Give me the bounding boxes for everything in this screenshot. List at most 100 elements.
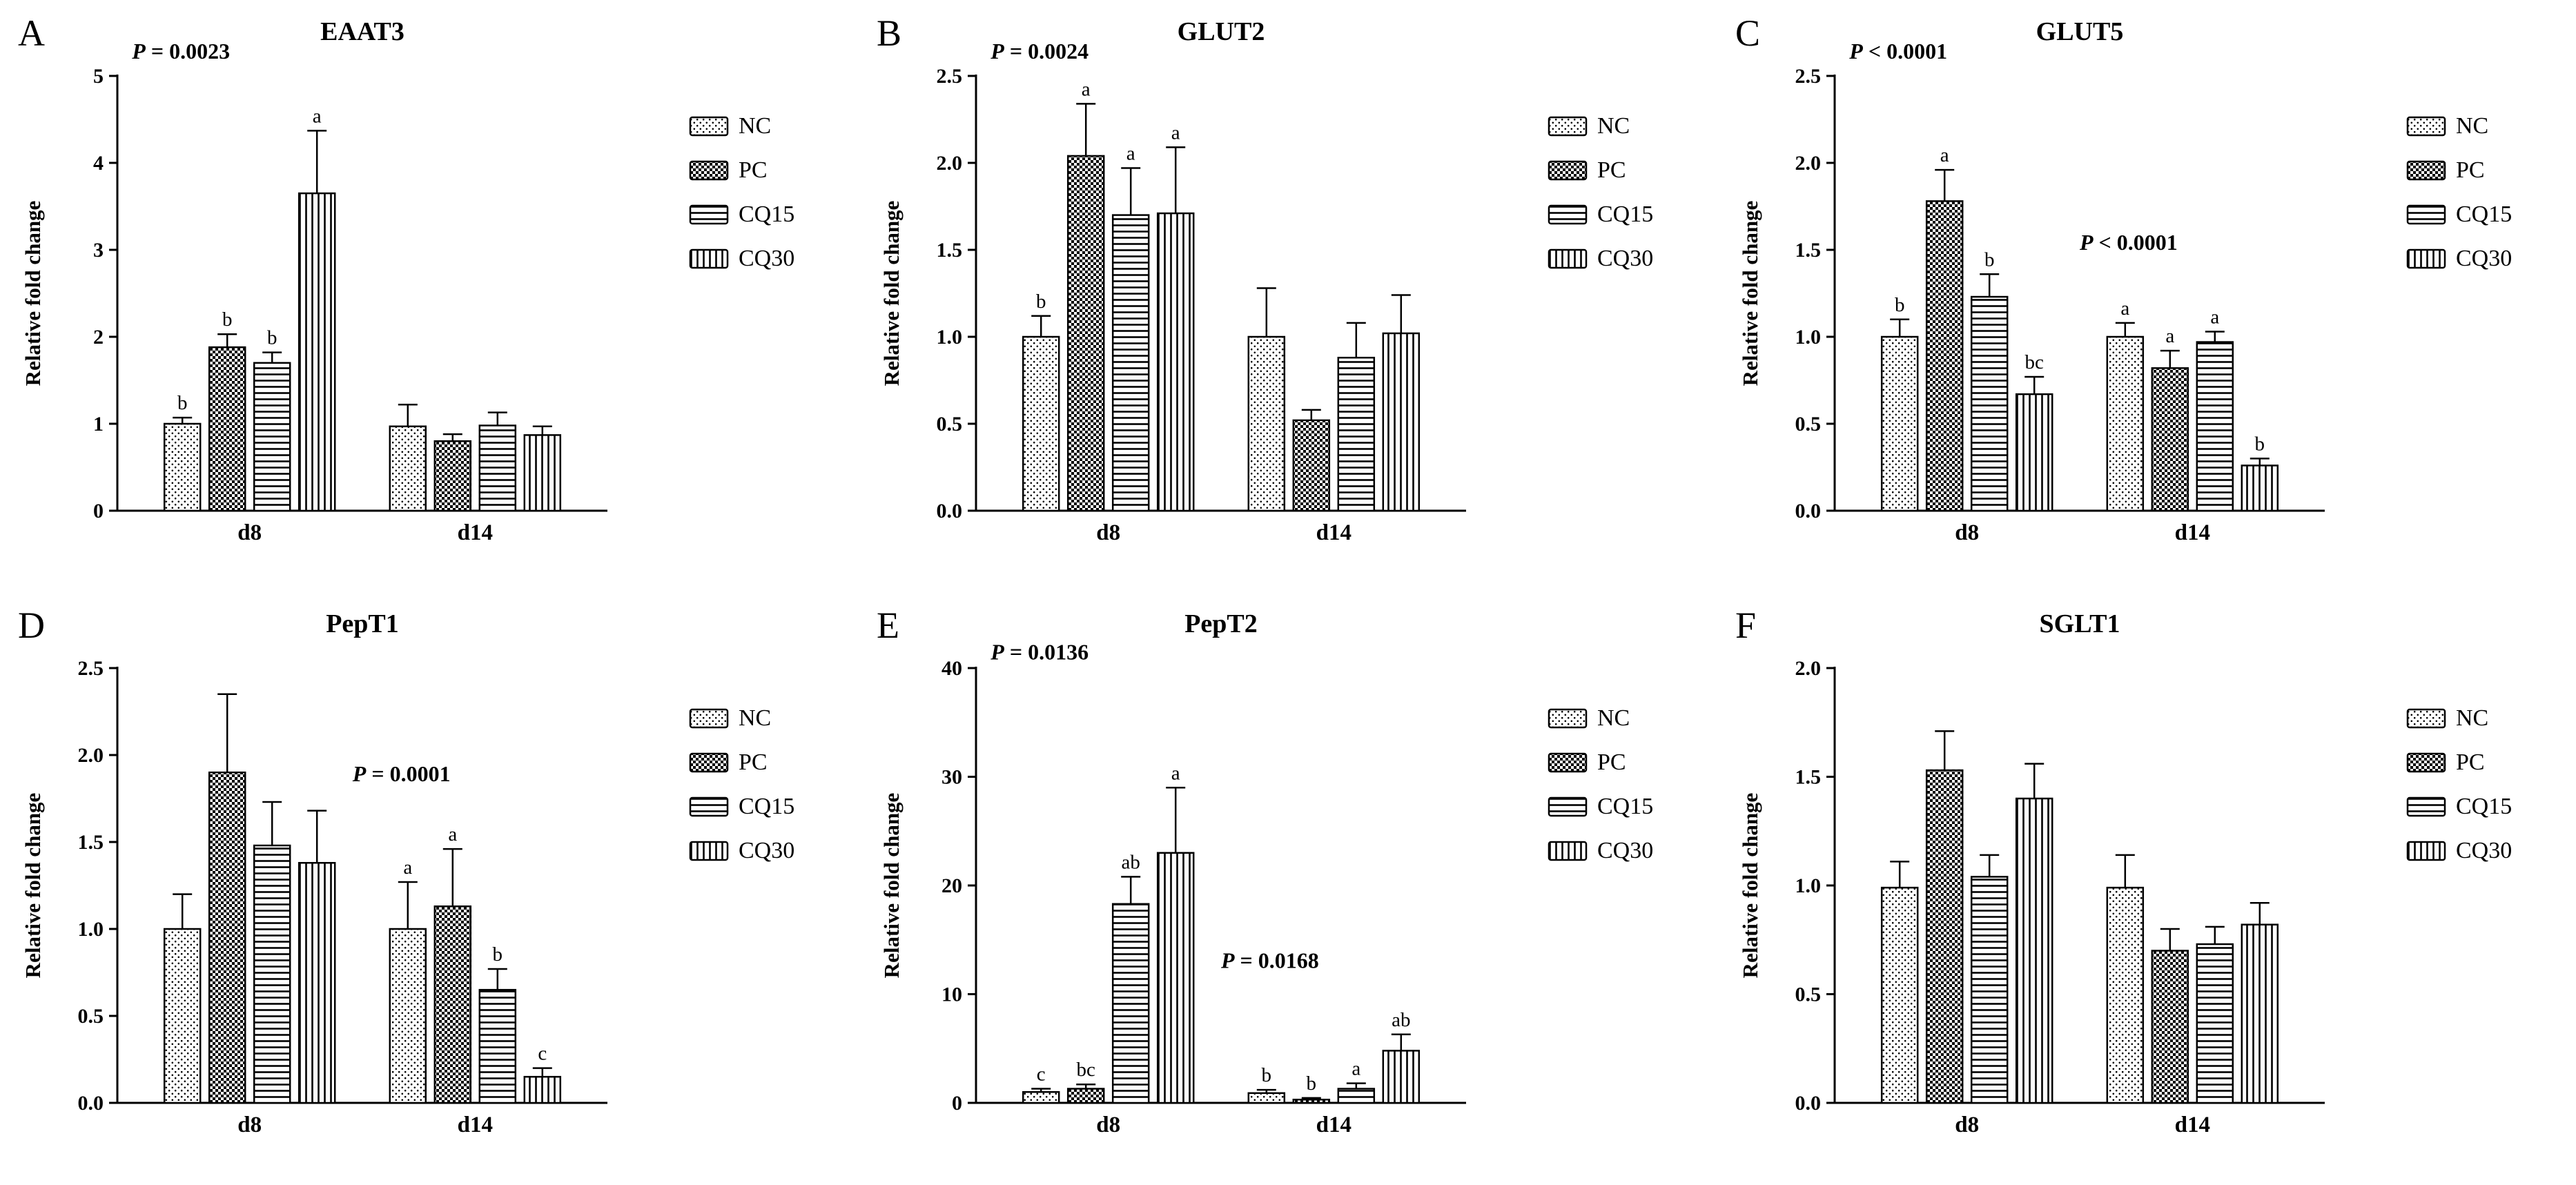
significance-letter: a: [1082, 78, 1091, 100]
p-value-annotation: P = 0.0001: [352, 761, 451, 786]
bar-PC-d14: [2151, 367, 2189, 512]
y-axis-label: Relative fold change: [21, 201, 45, 386]
y-tick-label: 20: [941, 874, 962, 897]
legend-label-CQ15: CQ15: [1597, 794, 1653, 819]
legend-label-CQ30: CQ30: [1597, 838, 1653, 863]
significance-letter: a: [1352, 1058, 1360, 1080]
legend-swatch-CQ15: [689, 204, 729, 225]
y-tick-label: 1.5: [78, 831, 104, 854]
y-tick-label: 0.0: [78, 1092, 104, 1115]
panel-letter: C: [1735, 12, 1760, 54]
x-tick-label: d14: [2175, 520, 2210, 545]
y-tick-label: 3: [93, 239, 104, 262]
y-tick-label: 2.5: [78, 657, 104, 680]
legend-swatch-CQ15: [1548, 796, 1588, 817]
significance-letter: a: [1126, 143, 1135, 165]
bar-CQ15-d14: [2196, 943, 2234, 1104]
y-tick-label: 0.5: [937, 413, 963, 435]
bar-CQ15-d8: [253, 362, 291, 512]
significance-letter: b: [267, 327, 277, 349]
bar-CQ15-d8: [1970, 876, 2009, 1104]
panel-B: B GLUT2 Relative fold change 0.0 0.5 1.0 1.5 2.…: [859, 0, 1717, 592]
legend-label-CQ15: CQ15: [2456, 794, 2512, 819]
legend-label-CQ30: CQ30: [739, 246, 794, 271]
significance-letter: bc: [1077, 1059, 1095, 1081]
panel-C: C GLUT5 Relative fold change 0.0 0.5 1.0 1.5 2.…: [1717, 0, 2576, 592]
chart-eaat3: A EAAT3 Relative fold change 0 1 2 3 4 5 b b b a d8 d1…: [18, 12, 794, 545]
legend-label-PC: PC: [739, 750, 768, 775]
legend-label-PC: PC: [1597, 750, 1626, 775]
bar-NC-d14: [2106, 886, 2145, 1104]
p-value-annotation: P = 0.0023: [131, 39, 230, 63]
x-tick-label: d8: [1955, 1113, 1979, 1137]
y-tick-label: 1.5: [1795, 766, 1822, 789]
y-tick-label: 0.0: [1795, 500, 1822, 522]
y-tick-label: 0.5: [78, 1005, 104, 1028]
legend-swatch-CQ30: [1548, 248, 1588, 269]
legend-swatch-CQ30: [689, 248, 729, 269]
bar-NC-d8: [1022, 1091, 1060, 1104]
x-tick-label: d14: [2175, 1113, 2210, 1137]
bar-CQ15-d14: [478, 424, 517, 512]
significance-letter: bc: [2025, 351, 2044, 373]
bar-PC-d8: [1066, 1088, 1105, 1104]
significance-letter: b: [1307, 1073, 1317, 1095]
p-value-annotation: P = 0.0136: [990, 639, 1089, 664]
significance-letter: a: [2165, 325, 2174, 347]
significance-letter: ab: [1392, 1009, 1410, 1031]
p-value-annotation: P < 0.0001: [2079, 230, 2178, 255]
chart-title: GLUT5: [2036, 17, 2124, 46]
legend-label-CQ15: CQ15: [1597, 202, 1653, 227]
legend-swatch-CQ30: [1548, 841, 1588, 861]
legend-label-PC: PC: [1597, 157, 1626, 183]
bar-CQ30-d14: [523, 1075, 562, 1104]
legend-label-CQ15: CQ15: [739, 794, 794, 819]
chart-title: PepT1: [326, 609, 399, 638]
y-axis-label: Relative fold change: [879, 793, 904, 979]
y-tick-label: 1: [93, 413, 104, 435]
bar-PC-d8: [208, 346, 246, 512]
bar-NC-d14: [389, 928, 427, 1104]
significance-letter: a: [2210, 306, 2219, 328]
significance-letter: b: [1262, 1064, 1272, 1086]
x-tick-label: d14: [1316, 1113, 1352, 1137]
y-tick-label: 10: [941, 983, 962, 1006]
significance-letter: b: [177, 392, 188, 414]
legend-label-CQ30: CQ30: [739, 838, 794, 863]
y-tick-label: 2.5: [937, 65, 963, 88]
bar-CQ30-d8: [297, 861, 336, 1104]
bar-CQ30-d14: [1382, 332, 1421, 512]
y-axis-label: Relative fold change: [1738, 201, 1762, 386]
bar-PC-d14: [433, 440, 472, 512]
p-value-annotation: P = 0.0168: [1220, 948, 1319, 973]
legend-swatch-NC: [689, 116, 729, 137]
bar-CQ15-d8: [1970, 295, 2009, 512]
panel-letter: B: [877, 12, 901, 54]
legend-label-NC: NC: [2456, 705, 2488, 731]
legend-swatch-PC: [689, 752, 729, 773]
bar-NC-d14: [389, 425, 427, 512]
bar-CQ30-d8: [297, 192, 336, 512]
panel-letter: E: [877, 605, 899, 646]
y-tick-label: 30: [941, 766, 962, 789]
y-tick-label: 2.0: [1795, 657, 1822, 680]
x-tick-label: d8: [1955, 520, 1979, 545]
x-tick-label: d8: [1096, 520, 1120, 545]
p-value-annotation: P = 0.0024: [990, 39, 1089, 63]
significance-letter: a: [403, 856, 412, 879]
bar-CQ15-d8: [1111, 214, 1150, 512]
p-value-annotation: P < 0.0001: [1848, 39, 1947, 63]
bar-NC-d14: [2106, 335, 2145, 512]
x-tick-label: d8: [237, 520, 262, 545]
panel-letter: A: [18, 12, 45, 54]
legend-swatch-CQ30: [2406, 248, 2446, 269]
y-tick-label: 2: [93, 326, 104, 349]
significance-letter: b: [2255, 433, 2265, 455]
significance-letter: a: [1171, 121, 1180, 144]
legend-label-NC: NC: [739, 705, 771, 731]
legend-swatch-PC: [689, 160, 729, 181]
legend-label-NC: NC: [1597, 705, 1630, 731]
bar-PC-d8: [1066, 155, 1105, 512]
chart-glut5: C GLUT5 Relative fold change 0.0 0.5 1.0 1.5 2.…: [1735, 12, 2512, 545]
x-tick-label: d8: [1096, 1113, 1120, 1137]
